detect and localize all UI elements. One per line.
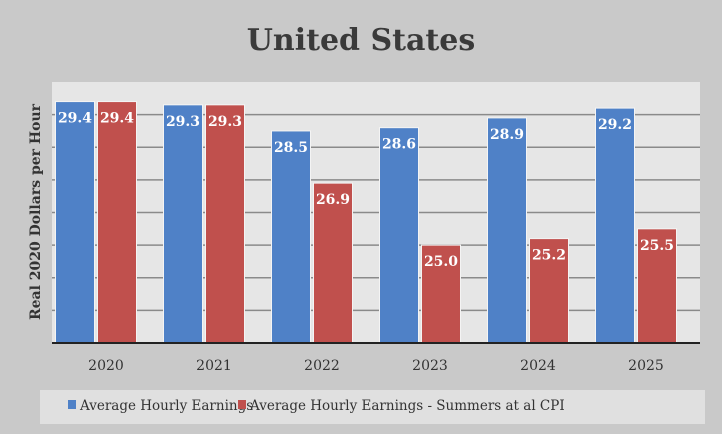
data-label: 26.9	[316, 192, 350, 208]
x-tick-label: 2024	[520, 358, 556, 374]
data-label: 25.2	[532, 248, 566, 264]
data-label: 29.3	[166, 114, 200, 130]
y-axis-label: Real 2020 Dollars per Hour	[28, 103, 44, 320]
bar-summers-cpi-2020	[97, 101, 137, 344]
data-label: 29.4	[100, 111, 134, 127]
x-tick-label: 2020	[88, 358, 124, 374]
x-tick-label: 2021	[196, 358, 232, 374]
x-tick-label: 2025	[628, 358, 664, 374]
data-label: 25.0	[424, 254, 458, 270]
legend-swatch-0	[68, 400, 76, 409]
data-label: 25.5	[640, 238, 674, 254]
legend-swatch-1	[238, 400, 246, 409]
bar-avg-hourly-earnings-2020	[55, 101, 95, 344]
bar-summers-cpi-2021	[205, 104, 245, 344]
bar-avg-hourly-earnings-2021	[163, 104, 203, 344]
legend	[40, 390, 705, 424]
legend-label-1: Average Hourly Earnings - Summers at al …	[249, 398, 565, 414]
chart-title: United States	[247, 23, 476, 58]
data-label: 29.4	[58, 111, 92, 127]
bar-avg-hourly-earnings-2023	[379, 127, 419, 344]
x-tick-label: 2022	[304, 358, 340, 374]
legend-label-0: Average Hourly Earnings	[79, 398, 253, 414]
data-label: 29.3	[208, 114, 242, 130]
bar-avg-hourly-earnings-2022	[271, 130, 311, 344]
data-label: 28.9	[490, 127, 524, 143]
bar-avg-hourly-earnings-2024	[487, 117, 527, 344]
bar-summers-cpi-2022	[313, 182, 353, 344]
data-label: 28.5	[274, 140, 308, 156]
data-label: 28.6	[382, 137, 416, 153]
bar-summers-cpi-2023	[421, 244, 461, 344]
bar-avg-hourly-earnings-2025	[595, 107, 635, 344]
x-tick-label: 2023	[412, 358, 448, 374]
bar-summers-cpi-2025	[637, 228, 677, 344]
data-label: 29.2	[598, 117, 632, 133]
